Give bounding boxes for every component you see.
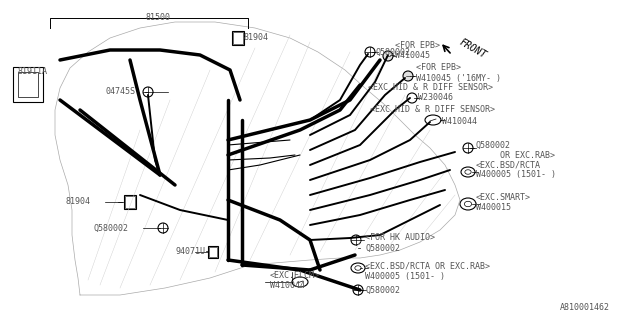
Bar: [13, 67, 43, 102]
Text: <FOR EPB>: <FOR EPB>: [416, 63, 461, 73]
Text: W410044: W410044: [442, 117, 477, 126]
Text: W400015: W400015: [476, 204, 511, 212]
Text: <EXC.BSD/RCTA: <EXC.BSD/RCTA: [476, 161, 541, 170]
Text: FRONT: FRONT: [458, 37, 488, 60]
Text: 81911A: 81911A: [18, 68, 48, 76]
Text: Q580002: Q580002: [376, 47, 411, 57]
Text: Q580002: Q580002: [365, 285, 400, 294]
Bar: [233, 32, 243, 44]
Text: W410044: W410044: [270, 281, 305, 290]
Text: 81904: 81904: [244, 34, 269, 43]
Text: <EXC.HID & R DIFF SENSOR>: <EXC.HID & R DIFF SENSOR>: [368, 84, 493, 92]
Bar: [124, 195, 136, 209]
Text: 81500: 81500: [145, 13, 170, 22]
Text: W410045 ('16MY- ): W410045 ('16MY- ): [416, 74, 501, 83]
Text: <EXC.SMART>: <EXC.SMART>: [476, 194, 531, 203]
Bar: [208, 246, 218, 258]
Bar: [232, 31, 244, 45]
Text: Q580002: Q580002: [365, 244, 400, 252]
Text: 04745S: 04745S: [105, 87, 135, 97]
Circle shape: [403, 71, 413, 81]
Text: 81904: 81904: [65, 197, 90, 206]
Text: <FOR HK AUDIO>: <FOR HK AUDIO>: [365, 234, 435, 243]
Bar: [209, 247, 217, 257]
Text: A810001462: A810001462: [560, 303, 610, 313]
Text: W400005 (1501- ): W400005 (1501- ): [365, 271, 445, 281]
Text: Q580002: Q580002: [94, 223, 129, 233]
Text: W230046: W230046: [418, 93, 453, 102]
Text: <EXC.BSD/RCTA OR EXC.RAB>: <EXC.BSD/RCTA OR EXC.RAB>: [365, 261, 490, 270]
Text: <FOR EPB>: <FOR EPB>: [395, 41, 440, 50]
Text: OR EXC.RAB>: OR EXC.RAB>: [500, 150, 555, 159]
Bar: [18, 72, 38, 97]
Text: <EXC.ELCM>: <EXC.ELCM>: [270, 271, 320, 281]
Text: W400005 (1501- ): W400005 (1501- ): [476, 171, 556, 180]
Text: Q580002: Q580002: [476, 140, 511, 149]
Circle shape: [383, 51, 393, 61]
Text: 94071U: 94071U: [175, 246, 205, 255]
Text: <EXC.HID & R DIFF SENSOR>: <EXC.HID & R DIFF SENSOR>: [370, 106, 495, 115]
Text: W410045: W410045: [395, 51, 430, 60]
Bar: [125, 196, 135, 208]
